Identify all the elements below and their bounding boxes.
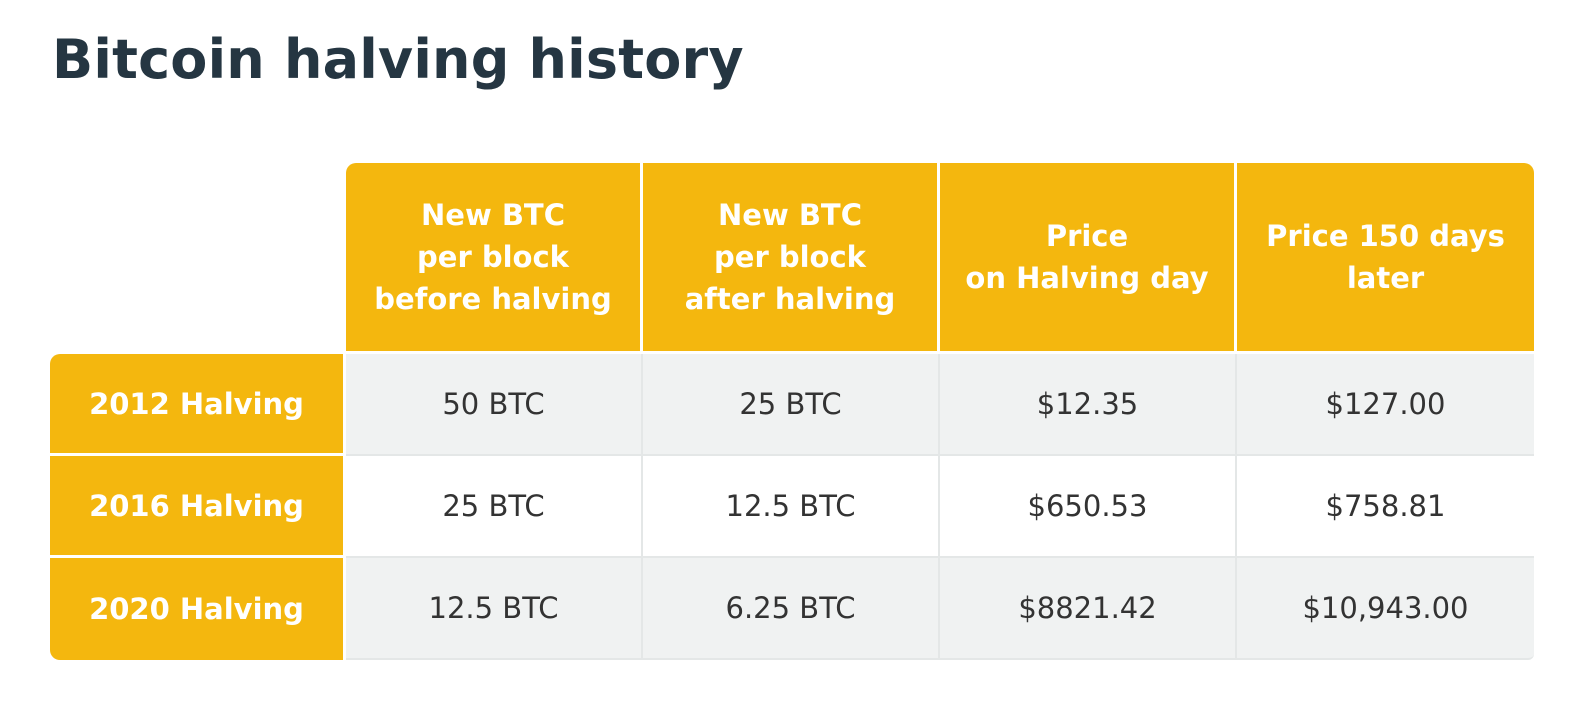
- column-header-price-halving-day: Price on Halving day: [940, 163, 1237, 354]
- column-header-after-halving: New BTC per block after halving: [643, 163, 940, 354]
- column-header-line: later: [1346, 261, 1425, 295]
- column-header-line: New BTC: [718, 198, 862, 232]
- column-header-before-halving: New BTC per block before halving: [346, 163, 643, 354]
- table-cell: $12.35: [940, 354, 1237, 456]
- table-cell: 25 BTC: [643, 354, 940, 456]
- table-cell: 6.25 BTC: [643, 558, 940, 660]
- table-cell: 12.5 BTC: [643, 456, 940, 558]
- column-header-line: New BTC: [421, 198, 565, 232]
- table-cell: 50 BTC: [346, 354, 643, 456]
- table-cell: $650.53: [940, 456, 1237, 558]
- column-header-line: Price 150 days: [1266, 219, 1505, 253]
- table-cell: $758.81: [1237, 456, 1534, 558]
- row-header-2012: 2012 Halving: [50, 354, 346, 456]
- table-row: 2012 Halving 50 BTC 25 BTC $12.35 $127.0…: [50, 354, 1534, 456]
- column-header-line: before halving: [374, 282, 612, 316]
- column-header-line: per block: [417, 240, 569, 274]
- table-row: 2020 Halving 12.5 BTC 6.25 BTC $8821.42 …: [50, 558, 1534, 660]
- table-cell: $8821.42: [940, 558, 1237, 660]
- table-header-row: New BTC per block before halving New BTC…: [50, 163, 1534, 354]
- column-header-price-150-days: Price 150 days later: [1237, 163, 1534, 354]
- row-header-2020: 2020 Halving: [50, 558, 346, 660]
- table-cell: $10,943.00: [1237, 558, 1534, 660]
- table-cell: $127.00: [1237, 354, 1534, 456]
- halving-table: New BTC per block before halving New BTC…: [50, 163, 1534, 660]
- page-title: Bitcoin halving history: [52, 28, 744, 91]
- row-header-2016: 2016 Halving: [50, 456, 346, 558]
- column-header-line: on Halving day: [965, 261, 1209, 295]
- table-row: 2016 Halving 25 BTC 12.5 BTC $650.53 $75…: [50, 456, 1534, 558]
- column-header-line: Price: [1045, 219, 1129, 253]
- corner-cell: [50, 163, 346, 354]
- table-cell: 25 BTC: [346, 456, 643, 558]
- table-cell: 12.5 BTC: [346, 558, 643, 660]
- column-header-line: after halving: [684, 282, 896, 316]
- column-header-line: per block: [714, 240, 866, 274]
